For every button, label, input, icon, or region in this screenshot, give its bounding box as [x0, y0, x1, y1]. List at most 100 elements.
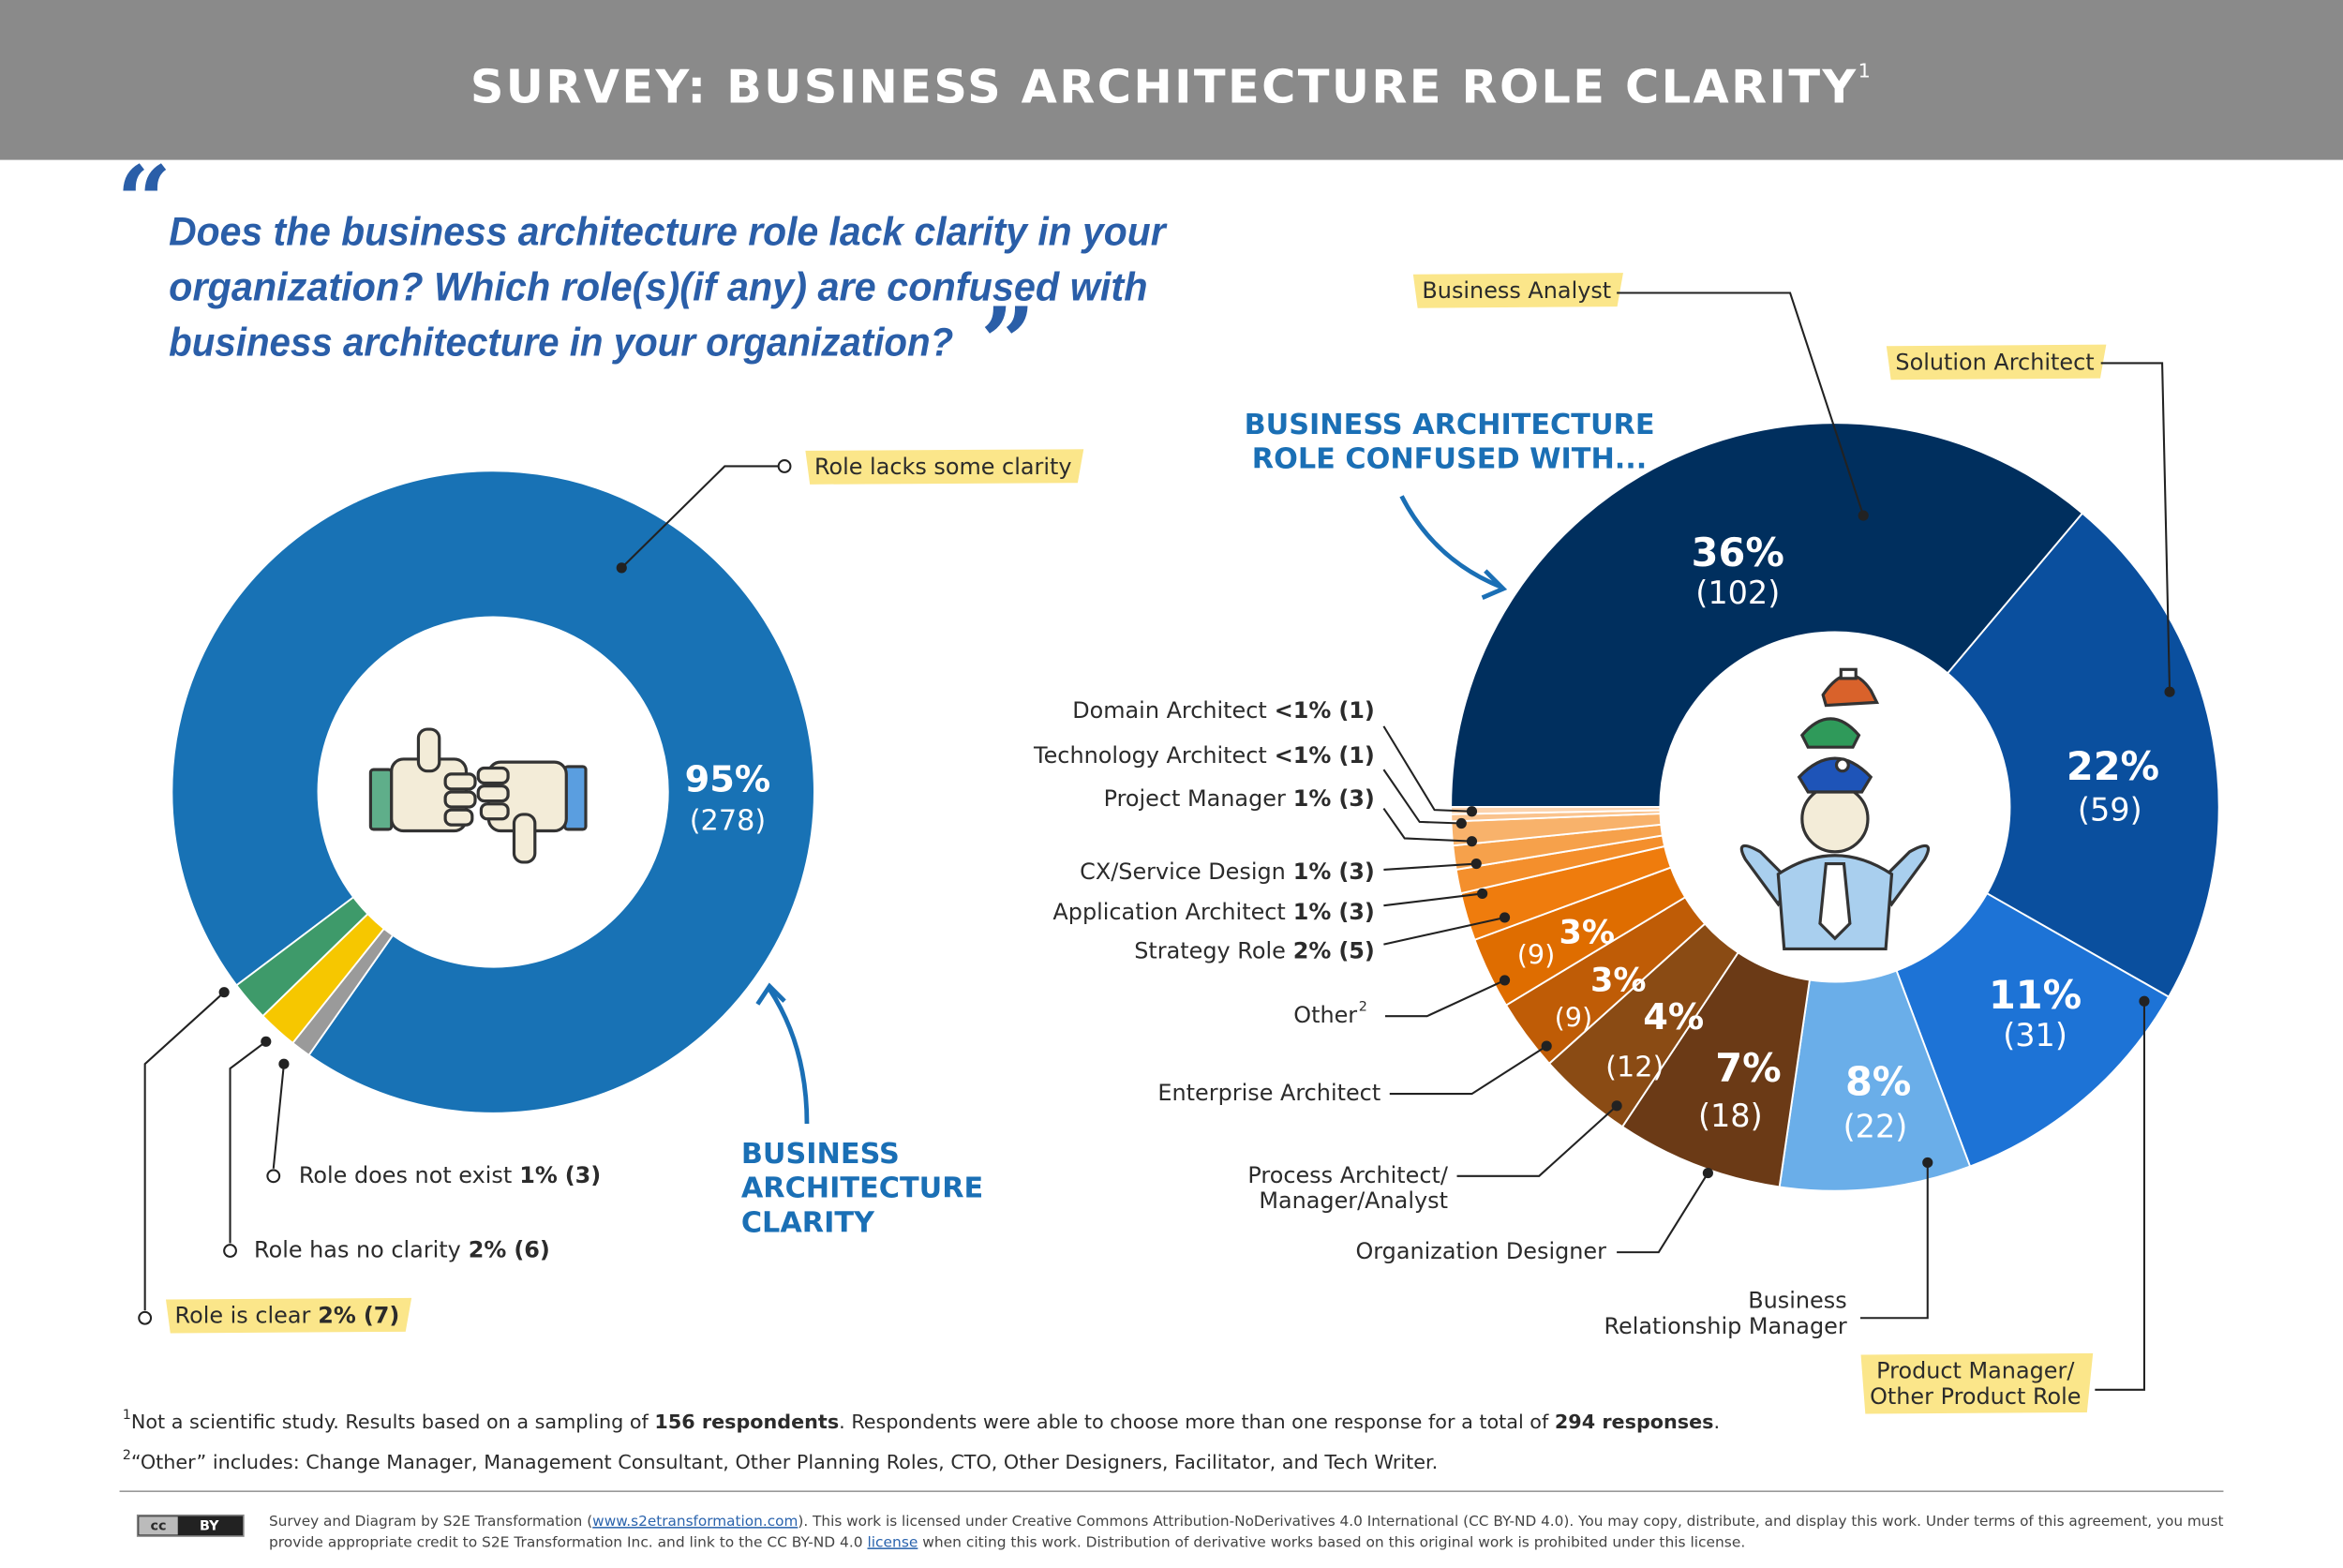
leader-line: [229, 1040, 267, 1244]
credit-link[interactable]: www.s2etransformation.com: [592, 1513, 798, 1530]
quote-close: ”: [980, 287, 1036, 399]
leader-end: [777, 459, 792, 473]
label-line: Process Architect/: [1247, 1162, 1448, 1188]
leader-dot: [1922, 1157, 1933, 1169]
category-label: Role does not exist: [299, 1162, 512, 1188]
credit-line: provide appropriate credit to S2E Transf…: [269, 1533, 1745, 1550]
chart-title: BUSINESS ARCHITECTURE: [1245, 409, 1655, 441]
title-text: SURVEY: BUSINESS ARCHITECTURE ROLE CLARI…: [470, 59, 1858, 113]
slice-label: Role has no clarity 2% (6): [254, 1237, 550, 1263]
count-label: (102): [1695, 575, 1780, 611]
footnote-text: . Respondents were able to choose more t…: [839, 1411, 1555, 1433]
thumbs-icon: [368, 727, 588, 864]
leader-line: [272, 1064, 285, 1169]
footnote: 2“Other” includes: Change Manager, Manag…: [123, 1448, 1439, 1473]
credit-link[interactable]: license: [867, 1533, 918, 1550]
slice-label: Organization Designer: [1355, 1238, 1606, 1264]
chart-title: ROLE CONFUSED WITH...: [1252, 443, 1648, 476]
slice-label: CX/Service Design 1% (3): [1080, 859, 1375, 885]
category-label: Product Manager/Other Product Role: [1870, 1358, 2081, 1410]
count-label: (3): [1338, 899, 1375, 925]
label-line: Relationship Manager: [1604, 1313, 1847, 1339]
footnote-text: 294 responses: [1555, 1411, 1714, 1433]
count-label: (31): [2003, 1017, 2067, 1053]
leader-line: [2100, 362, 2171, 693]
count-label: (59): [2078, 791, 2142, 828]
credit-text: ). This work is licensed under Creative …: [798, 1513, 2223, 1530]
label-highlight: [1860, 1352, 2094, 1414]
category-label: Project Manager: [1104, 785, 1286, 812]
leader-line: [1456, 1105, 1618, 1177]
category-label: Application Architect: [1052, 899, 1285, 925]
slice-label: Role is clear 2% (7): [175, 1303, 400, 1329]
footnote: 1Not a scientific study. Results based o…: [123, 1408, 1720, 1433]
leader-dot: [1702, 1168, 1713, 1179]
leader-line: [620, 465, 779, 569]
slice-label: Role lacks some clarity: [814, 454, 1072, 480]
leader-dot: [261, 1036, 272, 1047]
footnote-marker: 1: [123, 1408, 131, 1423]
leader-line: [1382, 807, 1472, 843]
footnote-marker: 2: [1359, 1000, 1367, 1015]
footnote-text: Not a scientific study. Results based on…: [131, 1411, 655, 1433]
value-label: 7%: [1715, 1046, 1781, 1091]
leader-line: [1382, 725, 1472, 813]
leader-dot: [1466, 806, 1478, 817]
count-label: (12): [1605, 1051, 1664, 1083]
slice-label: Business Relationship Manager: [1604, 1288, 1847, 1339]
leader-line: [1383, 862, 1477, 871]
leader-line: [2095, 1001, 2145, 1391]
slice-label: Technology Architect <1% (1): [1033, 742, 1375, 769]
footnote-text: 156 respondents: [654, 1411, 839, 1433]
leader-dot: [1858, 510, 1869, 521]
count-label: (1): [1338, 697, 1375, 724]
label-line: Business: [1748, 1288, 1846, 1314]
label-highlight: [1412, 273, 1623, 308]
question-line: Does the business architecture role lack…: [169, 210, 1168, 255]
value-label: 2%: [1293, 938, 1332, 964]
leader-dot: [1477, 888, 1488, 900]
category-label: Role lacks some clarity: [814, 454, 1072, 480]
value-label: 22%: [2067, 744, 2159, 789]
leader-dot: [1455, 817, 1467, 829]
value-label: 95%: [685, 758, 771, 800]
leader-line: [143, 991, 225, 1311]
slice-label: Application Architect 1% (3): [1052, 899, 1374, 925]
credit-text: when citing this work. Distribution of d…: [918, 1533, 1745, 1550]
chart-title: ARCHITECTURE: [741, 1172, 983, 1205]
value-label: 1%: [1293, 859, 1332, 885]
leader-dot: [1611, 1100, 1622, 1112]
question-line: organization? Which role(s)(if any) are …: [169, 265, 1147, 310]
leader-line: [1383, 916, 1505, 946]
leader-dot: [1470, 858, 1482, 870]
leader-dot: [1499, 975, 1511, 986]
value-label: 3%: [1559, 913, 1615, 951]
category-label: Business Relationship Manager: [1604, 1288, 1847, 1339]
slice-label: Other 2: [1293, 1000, 1367, 1029]
leader-line: [1617, 1172, 1709, 1254]
leader-line: [1384, 978, 1505, 1018]
chart-title: CLARITY: [741, 1206, 875, 1239]
arrow-head: [755, 982, 786, 1006]
arrow-head: [1481, 569, 1508, 600]
page-title: SURVEY: BUSINESS ARCHITECTURE ROLE CLARI…: [470, 59, 1873, 113]
value-label: <1%: [1275, 697, 1332, 724]
value-label: 3%: [1590, 962, 1647, 1000]
leader-end: [223, 1244, 237, 1258]
leader-dot: [616, 562, 627, 574]
leader-line: [1382, 769, 1462, 825]
chart-title: BUSINESS: [741, 1138, 900, 1171]
value-label: 11%: [1989, 973, 2082, 1018]
quote-open: “: [116, 145, 172, 258]
leader-line: [1389, 1045, 1547, 1096]
title-bar: [0, 0, 2343, 160]
arrow: [1399, 495, 1503, 590]
label-line: Other Product Role: [1870, 1383, 2081, 1410]
footnote-text: “Other” includes: Change Manager, Manage…: [131, 1451, 1438, 1473]
category-label: Organization Designer: [1355, 1238, 1606, 1264]
leader-dot: [1466, 836, 1478, 847]
count-label: (3): [1338, 859, 1375, 885]
leader-dot: [2139, 995, 2150, 1007]
